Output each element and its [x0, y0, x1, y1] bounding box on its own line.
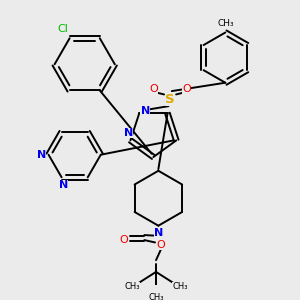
Text: N: N — [59, 180, 68, 190]
Text: CH₃: CH₃ — [124, 283, 140, 292]
Text: O: O — [182, 84, 191, 94]
Text: N: N — [37, 150, 46, 160]
Text: N: N — [124, 128, 134, 138]
Text: CH₃: CH₃ — [172, 283, 188, 292]
Text: N: N — [141, 106, 150, 116]
Text: O: O — [149, 84, 158, 94]
Text: CH₃: CH₃ — [148, 292, 164, 300]
Text: CH₃: CH₃ — [217, 19, 234, 28]
Text: O: O — [120, 235, 129, 245]
Text: Cl: Cl — [58, 24, 68, 34]
Text: N: N — [154, 228, 163, 238]
Text: S: S — [165, 93, 175, 106]
Text: O: O — [156, 240, 165, 250]
